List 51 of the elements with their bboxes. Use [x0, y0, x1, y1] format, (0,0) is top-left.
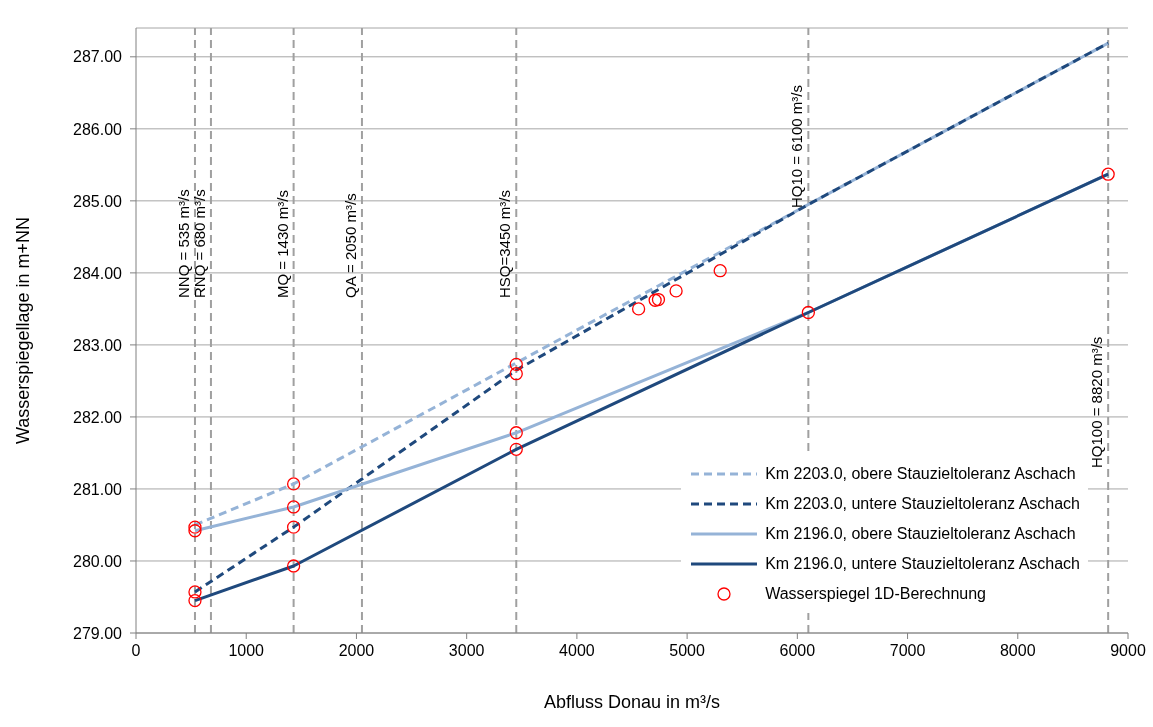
x-tick-label: 0: [131, 642, 141, 660]
ref-line-label: HSQ=3450 m³/s: [496, 190, 514, 298]
point: [648, 293, 662, 307]
legend-label: Km 2196.0, untere Stauzieltoleranz Aschach: [765, 555, 1080, 573]
ref-line-label: MQ = 1430 m³/s: [273, 190, 291, 298]
ref-line-label: QA = 2050 m³/s: [341, 193, 359, 298]
x-tick-label: 5000: [669, 642, 706, 660]
y-tick-label: 282.00: [73, 408, 123, 426]
x-tick-label: 9000: [1110, 642, 1146, 660]
y-tick-label: 287.00: [73, 48, 123, 66]
y-tick-label: 280.00: [73, 552, 123, 570]
point: [713, 264, 727, 278]
point: [651, 292, 666, 307]
point: [286, 500, 301, 514]
point: [801, 305, 816, 320]
x-axis-title: Abfluss Donau in m³/s: [543, 692, 721, 712]
point: [286, 520, 301, 534]
point: [286, 559, 301, 573]
legend-label: Wasserspiegel 1D-Berechnung: [765, 585, 986, 603]
ref-line-label: HQ10 = 6100 m³/s: [788, 85, 806, 208]
x-tick-label: 1000: [228, 642, 265, 660]
ref-line-label: HQ100 = 8820 m³/s: [1088, 336, 1106, 468]
y-tick-label: 279.00: [73, 624, 123, 642]
point: [509, 426, 523, 440]
point: [188, 520, 202, 534]
point: [631, 302, 646, 316]
point: [188, 524, 202, 538]
legend-label: Km 2203.0, obere Stauzieltoleranz Aschach: [765, 465, 1076, 483]
x-tick-label: 7000: [889, 642, 926, 660]
x-tick-label: 3000: [448, 642, 485, 660]
y-axis-title: Wasserspiegellage in m+NN: [13, 217, 34, 444]
legend-label: Km 2196.0, obere Stauzieltoleranz Aschach: [765, 525, 1076, 543]
point: [669, 284, 683, 298]
y-tick-label: 286.00: [73, 120, 123, 138]
point: [188, 593, 202, 608]
y-tick-label: 283.00: [73, 336, 123, 354]
point: [188, 585, 202, 599]
point: [509, 442, 523, 456]
y-tick-label: 284.00: [73, 264, 123, 282]
y-tick-label: 285.00: [73, 192, 123, 210]
legend-label: Km 2203.0, untere Stauzieltoleranz Aschach: [765, 495, 1080, 513]
point: [1101, 167, 1115, 181]
point: [509, 357, 523, 371]
x-tick-label: 6000: [779, 642, 816, 660]
point: [509, 367, 523, 381]
ref-line-label: NNQ = 535 m³/s: [174, 189, 192, 298]
x-tick-label: 8000: [999, 642, 1036, 660]
x-tick-label: 4000: [559, 642, 595, 660]
x-tick-label: 2000: [338, 642, 375, 660]
y-tick-label: 281.00: [73, 480, 123, 498]
point: [286, 477, 301, 491]
